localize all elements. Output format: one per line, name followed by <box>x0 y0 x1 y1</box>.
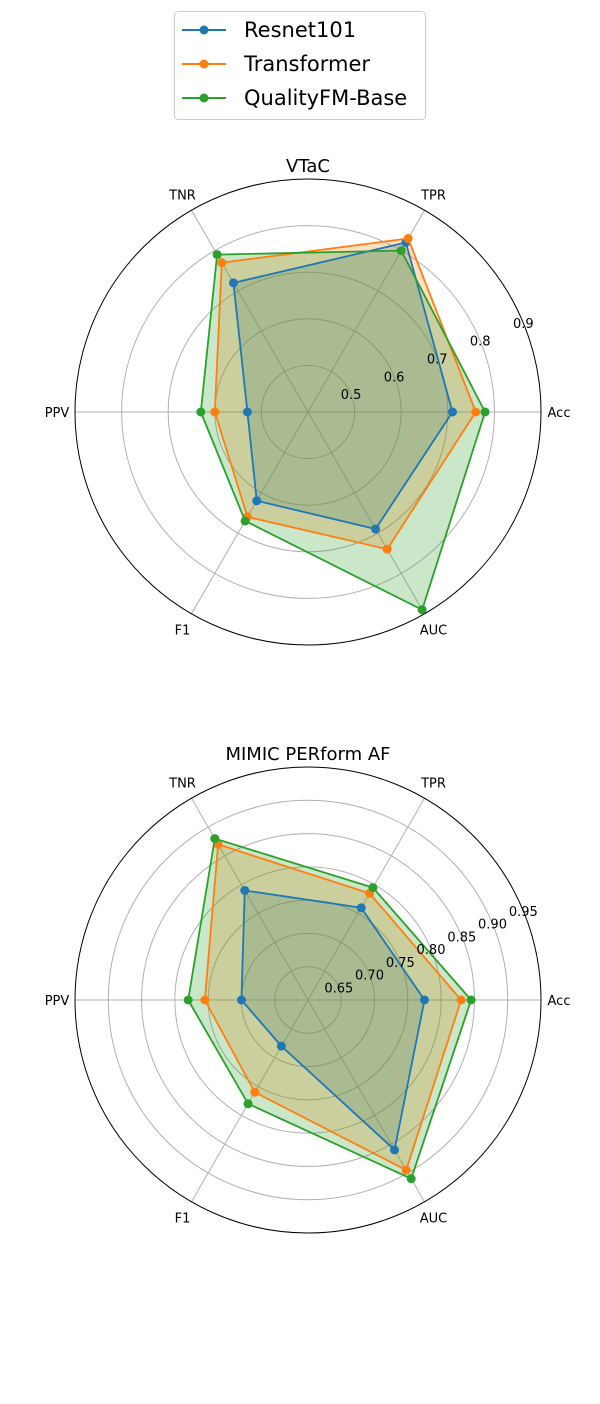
radial-tick-label: 0.90 <box>478 918 507 933</box>
data-point <box>210 407 220 417</box>
data-point <box>382 544 392 554</box>
axis-label: AUC <box>420 1211 448 1226</box>
legend-label: QualityFM-Base <box>244 86 407 110</box>
axis-label: F1 <box>175 623 191 638</box>
data-point <box>371 524 381 534</box>
axis-label: Acc <box>548 994 571 1009</box>
data-point <box>250 1087 260 1097</box>
data-point <box>200 995 210 1005</box>
data-point <box>183 995 193 1005</box>
data-point <box>368 883 378 893</box>
data-point <box>228 278 238 288</box>
radial-tick-label: 0.70 <box>355 969 384 984</box>
data-point <box>212 250 222 260</box>
chart-title: MIMIC PERform AF <box>225 744 390 765</box>
legend-frame <box>174 11 426 120</box>
angular-gridline <box>307 797 425 1001</box>
data-point <box>420 995 429 1005</box>
data-point <box>236 995 246 1005</box>
data-point <box>196 407 206 417</box>
polar-frame <box>74 766 542 1234</box>
data-point <box>466 995 476 1005</box>
radial-tick-label: 0.6 <box>384 370 405 385</box>
radial-tick-label: 0.95 <box>509 905 538 920</box>
data-point <box>480 407 490 417</box>
axis-label: PPV <box>45 994 70 1009</box>
axis-label: TPR <box>420 777 446 792</box>
series-fill <box>214 238 476 550</box>
series-fill <box>241 890 425 1150</box>
angular-gridline <box>191 797 309 1001</box>
data-point <box>471 407 481 417</box>
axis-label: PPV <box>45 406 70 421</box>
data-point <box>243 1099 253 1109</box>
axis-label: AUC <box>420 623 448 638</box>
data-point <box>240 516 250 526</box>
angular-gridline <box>307 411 425 615</box>
legend-label: Resnet101 <box>244 18 356 42</box>
angular-gridline <box>191 209 309 413</box>
polar-frame <box>74 178 542 646</box>
data-point <box>390 1145 400 1155</box>
data-point <box>401 1165 411 1175</box>
axis-label: TPR <box>420 189 446 204</box>
radial-tick-label: 0.8 <box>470 335 491 350</box>
data-point <box>252 496 262 506</box>
data-point <box>417 605 427 615</box>
axis-label: Acc <box>548 406 571 421</box>
axis-label: TNR <box>168 777 196 792</box>
data-point <box>356 903 366 913</box>
chart-title: VTaC <box>286 156 330 177</box>
data-point <box>240 885 250 895</box>
legend-marker <box>199 59 209 69</box>
data-point <box>403 233 413 243</box>
data-point <box>396 246 406 256</box>
data-point <box>456 995 466 1005</box>
data-point <box>447 407 457 417</box>
data-point <box>276 1041 286 1051</box>
series-fill <box>200 250 486 610</box>
axis-label: TNR <box>168 189 196 204</box>
radial-tick-label: 0.80 <box>417 943 446 958</box>
legend-marker <box>199 93 209 103</box>
radial-tick-label: 0.85 <box>447 930 476 945</box>
angular-gridline <box>191 411 309 615</box>
radial-tick-label: 0.5 <box>341 388 362 403</box>
data-point <box>406 1174 416 1184</box>
radial-tick-label: 0.75 <box>386 956 415 971</box>
legend-label: Transformer <box>243 52 370 76</box>
legend-marker <box>199 25 209 35</box>
radial-tick-label: 0.9 <box>513 317 534 332</box>
series-fill <box>233 242 453 530</box>
radial-tick-label: 0.65 <box>324 981 353 996</box>
data-point <box>242 407 252 417</box>
radial-tick-label: 0.7 <box>427 353 448 368</box>
data-point <box>210 834 220 844</box>
data-point <box>217 258 227 268</box>
axis-label: F1 <box>175 1211 191 1226</box>
